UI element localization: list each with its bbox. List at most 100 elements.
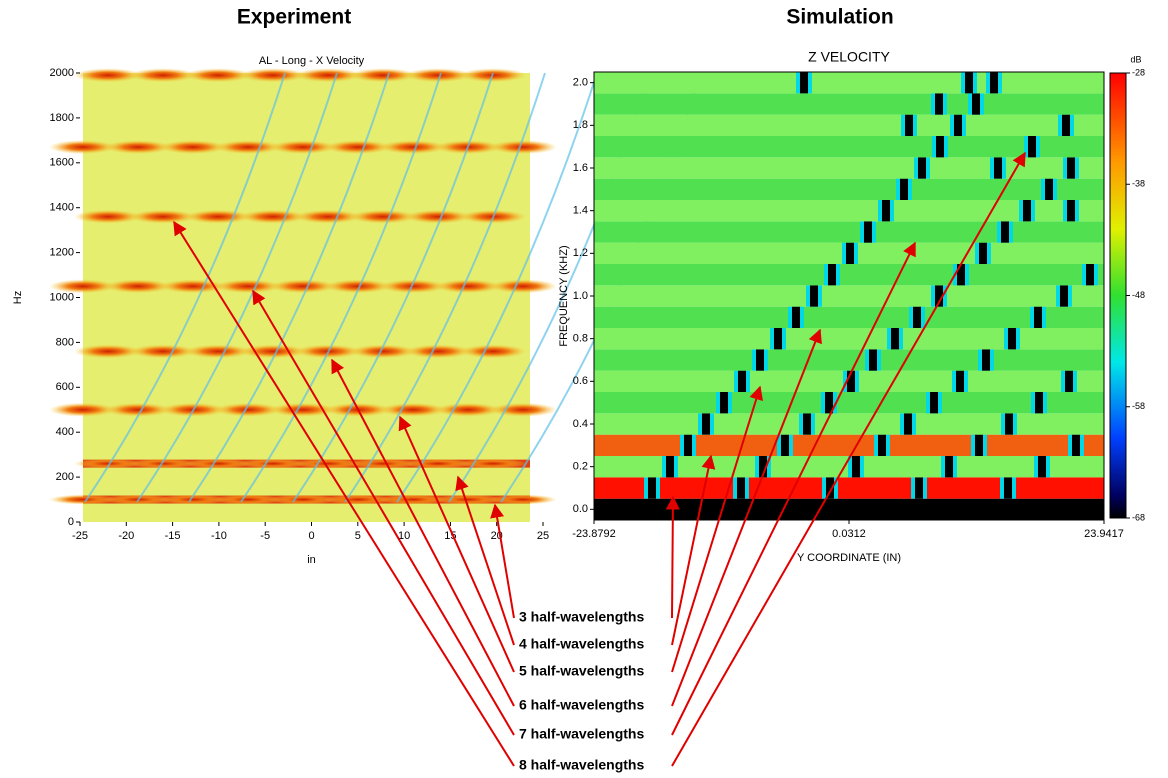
- x-tick-label: 0: [308, 530, 314, 542]
- node: [891, 328, 899, 350]
- band: [104, 140, 172, 155]
- band: [129, 68, 197, 83]
- node: [979, 242, 987, 264]
- node: [803, 413, 811, 435]
- y-tick-label: 1200: [50, 247, 74, 259]
- row: [594, 200, 1104, 222]
- y-tick-label: 200: [56, 471, 74, 483]
- colorbar-tick-label: -38: [1132, 179, 1145, 189]
- arrow: [671, 328, 822, 707]
- band: [74, 68, 142, 83]
- band: [404, 344, 472, 359]
- row: [594, 264, 1104, 286]
- node: [918, 157, 926, 179]
- node-line: [396, 72, 598, 503]
- row: [594, 136, 1104, 158]
- band: [434, 279, 502, 294]
- node: [1067, 157, 1075, 179]
- y-tick-label: 1800: [50, 112, 74, 124]
- annotation: 3 half-wavelengths: [519, 609, 644, 625]
- band: [294, 209, 362, 224]
- node: [720, 392, 728, 414]
- band: [184, 458, 252, 469]
- node: [810, 285, 818, 307]
- arrow: [398, 415, 515, 673]
- node: [852, 456, 860, 478]
- chart-title: Z VELOCITY: [808, 49, 890, 65]
- colorbar-tick-label: -48: [1132, 290, 1145, 300]
- band: [74, 344, 142, 359]
- node: [774, 328, 782, 350]
- colorbar-tick-label: -28: [1132, 67, 1145, 77]
- x-tick-label: 5: [355, 530, 361, 542]
- node: [1045, 178, 1053, 200]
- band: [49, 494, 117, 505]
- node: [1065, 370, 1073, 392]
- node: [882, 200, 890, 222]
- band: [104, 402, 172, 417]
- node: [954, 114, 962, 136]
- node: [648, 477, 656, 499]
- arrow: [671, 241, 916, 736]
- band: [129, 344, 197, 359]
- node: [1060, 285, 1068, 307]
- row: [594, 413, 1104, 435]
- chart-title: AL - Long - X Velocity: [259, 55, 365, 67]
- x-axis-label: in: [307, 554, 316, 566]
- node-line: [292, 72, 494, 503]
- node: [913, 306, 921, 328]
- row: [594, 434, 1104, 456]
- row: [594, 93, 1104, 115]
- node: [737, 477, 745, 499]
- band: [294, 68, 362, 83]
- x-tick-label: 10: [398, 530, 410, 542]
- band: [269, 494, 337, 505]
- node: [972, 93, 980, 115]
- node: [1028, 136, 1036, 158]
- node: [930, 392, 938, 414]
- band: [49, 279, 117, 294]
- row: [594, 221, 1104, 243]
- x-tick-label: -20: [118, 530, 134, 542]
- y-tick-label: 1.4: [573, 205, 588, 217]
- heatmap: [594, 72, 1104, 520]
- arrow: [331, 358, 515, 707]
- annotation: 8 half-wavelengths: [519, 757, 644, 773]
- y-tick-label: 1.0: [573, 290, 588, 302]
- band: [294, 458, 362, 469]
- row: [594, 178, 1104, 200]
- y-tick-label: 600: [56, 381, 74, 393]
- row: [594, 392, 1104, 414]
- x-tick-label: -10: [211, 530, 227, 542]
- band: [349, 344, 417, 359]
- node: [900, 178, 908, 200]
- node-line: [84, 72, 286, 503]
- node: [904, 413, 912, 435]
- band: [269, 140, 337, 155]
- arrow: [665, 495, 680, 619]
- band: [214, 140, 282, 155]
- y-tick-label: 0.8: [573, 333, 588, 345]
- y-tick-label: 1600: [50, 157, 74, 169]
- y-tick-label: 1.2: [573, 247, 588, 259]
- row: [594, 285, 1104, 307]
- node-line: [344, 72, 546, 503]
- band: [239, 209, 307, 224]
- band: [324, 279, 392, 294]
- x-tick-label: -15: [165, 530, 181, 542]
- band: [434, 494, 502, 505]
- node: [666, 456, 674, 478]
- arrow: [455, 475, 515, 646]
- node: [990, 72, 998, 94]
- node: [1034, 306, 1042, 328]
- node: [684, 434, 692, 456]
- annotation: 7 half-wavelengths: [519, 726, 644, 742]
- band: [159, 140, 227, 155]
- band: [214, 402, 282, 417]
- node: [1038, 456, 1046, 478]
- band: [214, 279, 282, 294]
- y-axis-label: FREQUENCY (KHZ): [558, 245, 570, 346]
- band: [349, 458, 417, 469]
- band: [459, 458, 527, 469]
- node: [825, 392, 833, 414]
